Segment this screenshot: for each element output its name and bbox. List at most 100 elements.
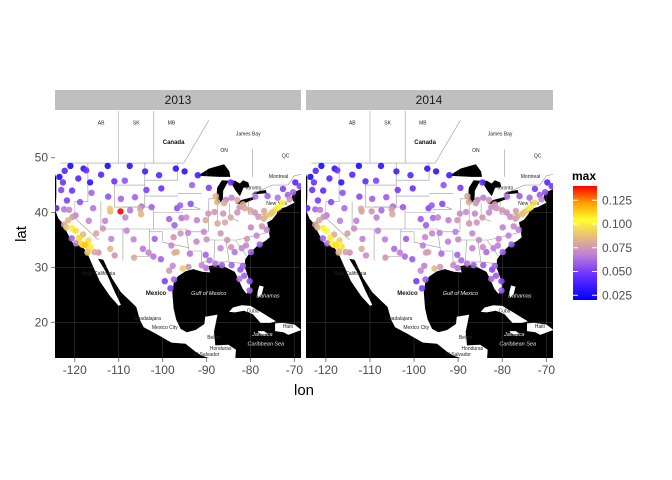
data-point bbox=[243, 235, 251, 243]
james-bay-label: James Bay bbox=[236, 132, 261, 138]
data-point bbox=[349, 171, 356, 178]
data-point bbox=[548, 183, 553, 190]
data-point bbox=[359, 235, 366, 243]
data-point bbox=[275, 203, 283, 211]
gulf-label: Gulf of Mexico bbox=[443, 291, 478, 297]
data-point bbox=[418, 285, 426, 292]
data-point bbox=[130, 236, 137, 243]
data-point bbox=[306, 205, 311, 212]
data-point bbox=[177, 230, 184, 237]
data-point bbox=[158, 185, 165, 192]
belize-label: Belize bbox=[459, 335, 473, 341]
data-point bbox=[494, 242, 502, 249]
great-lake bbox=[481, 180, 502, 197]
data-point bbox=[145, 249, 152, 256]
legend-title: max bbox=[572, 169, 596, 183]
data-point bbox=[111, 178, 118, 185]
toronto-label: Toronto bbox=[497, 185, 514, 191]
data-point bbox=[202, 217, 209, 224]
data-point bbox=[499, 224, 506, 231]
data-point bbox=[286, 196, 293, 203]
data-point bbox=[256, 241, 263, 248]
legend-ticks: 0.025 0.050 0.075 0.100 0.125 bbox=[573, 193, 632, 302]
data-point bbox=[356, 193, 363, 200]
data-point bbox=[241, 205, 248, 212]
data-point bbox=[65, 206, 73, 213]
data-point bbox=[388, 206, 395, 213]
data-point bbox=[200, 228, 208, 235]
data-point bbox=[150, 253, 157, 260]
data-point bbox=[473, 219, 480, 226]
province-label-sk: SK bbox=[384, 121, 391, 127]
data-point bbox=[224, 236, 231, 244]
data-point bbox=[246, 278, 253, 285]
province-label-on: ON bbox=[472, 148, 480, 154]
data-point bbox=[326, 175, 333, 182]
jamaica-island bbox=[509, 331, 519, 335]
data-point bbox=[396, 249, 404, 256]
data-point bbox=[323, 227, 330, 234]
legend-colorbar bbox=[573, 186, 597, 300]
data-point bbox=[185, 263, 192, 271]
data-point bbox=[309, 186, 316, 194]
data-point bbox=[358, 245, 365, 252]
data-point bbox=[378, 207, 385, 214]
data-point bbox=[369, 195, 376, 202]
data-point bbox=[211, 208, 218, 216]
data-point bbox=[377, 162, 385, 170]
data-point bbox=[319, 235, 326, 242]
cuba-label: Cuba bbox=[247, 308, 259, 314]
data-point bbox=[413, 278, 420, 285]
data-point bbox=[472, 200, 479, 207]
data-point bbox=[205, 210, 212, 217]
montreal-label: Montreal bbox=[269, 174, 288, 180]
state-border bbox=[437, 231, 460, 263]
data-point bbox=[217, 230, 224, 237]
data-point bbox=[491, 262, 498, 269]
data-point bbox=[344, 230, 351, 237]
data-point bbox=[514, 213, 521, 220]
data-point bbox=[362, 252, 370, 259]
data-point bbox=[227, 179, 234, 186]
data-point bbox=[409, 185, 416, 192]
data-point bbox=[91, 248, 98, 256]
x-tick-label: -100 bbox=[151, 363, 175, 377]
el-salvador-label: El Salvador bbox=[194, 352, 220, 358]
great-lake bbox=[197, 164, 231, 177]
data-point bbox=[417, 215, 424, 223]
data-point bbox=[479, 179, 486, 186]
data-point bbox=[462, 208, 470, 216]
province-label-ab: AB bbox=[98, 121, 105, 127]
state-border bbox=[162, 231, 190, 248]
data-point bbox=[234, 196, 241, 204]
strip-2014 bbox=[306, 90, 553, 110]
state-border bbox=[413, 231, 441, 248]
bahamas-island bbox=[257, 285, 264, 298]
data-point bbox=[255, 213, 262, 221]
caribbean-label: Caribbean Sea bbox=[499, 341, 536, 347]
data-point bbox=[258, 223, 266, 230]
x-tick-label: -90 bbox=[198, 363, 216, 377]
data-point bbox=[479, 214, 486, 221]
cuba-island bbox=[480, 305, 528, 323]
data-point bbox=[217, 245, 224, 252]
data-point bbox=[495, 235, 502, 243]
data-point bbox=[401, 253, 408, 260]
data-point bbox=[188, 181, 196, 189]
province-label-qc: QC bbox=[282, 154, 290, 160]
data-point bbox=[187, 200, 194, 207]
data-point bbox=[274, 194, 281, 201]
data-point bbox=[471, 210, 479, 217]
province-border bbox=[434, 120, 461, 164]
x-tick-label: -80 bbox=[242, 363, 260, 377]
data-point bbox=[464, 192, 471, 200]
data-point bbox=[421, 262, 428, 269]
data-point bbox=[126, 207, 134, 214]
guadalajara-label: Guadalajara bbox=[385, 316, 412, 322]
province-border bbox=[183, 120, 210, 164]
data-point bbox=[184, 229, 192, 237]
data-point bbox=[320, 213, 327, 221]
x-tick-label: -100 bbox=[402, 363, 426, 377]
data-point bbox=[505, 232, 512, 239]
data-point bbox=[231, 248, 238, 256]
